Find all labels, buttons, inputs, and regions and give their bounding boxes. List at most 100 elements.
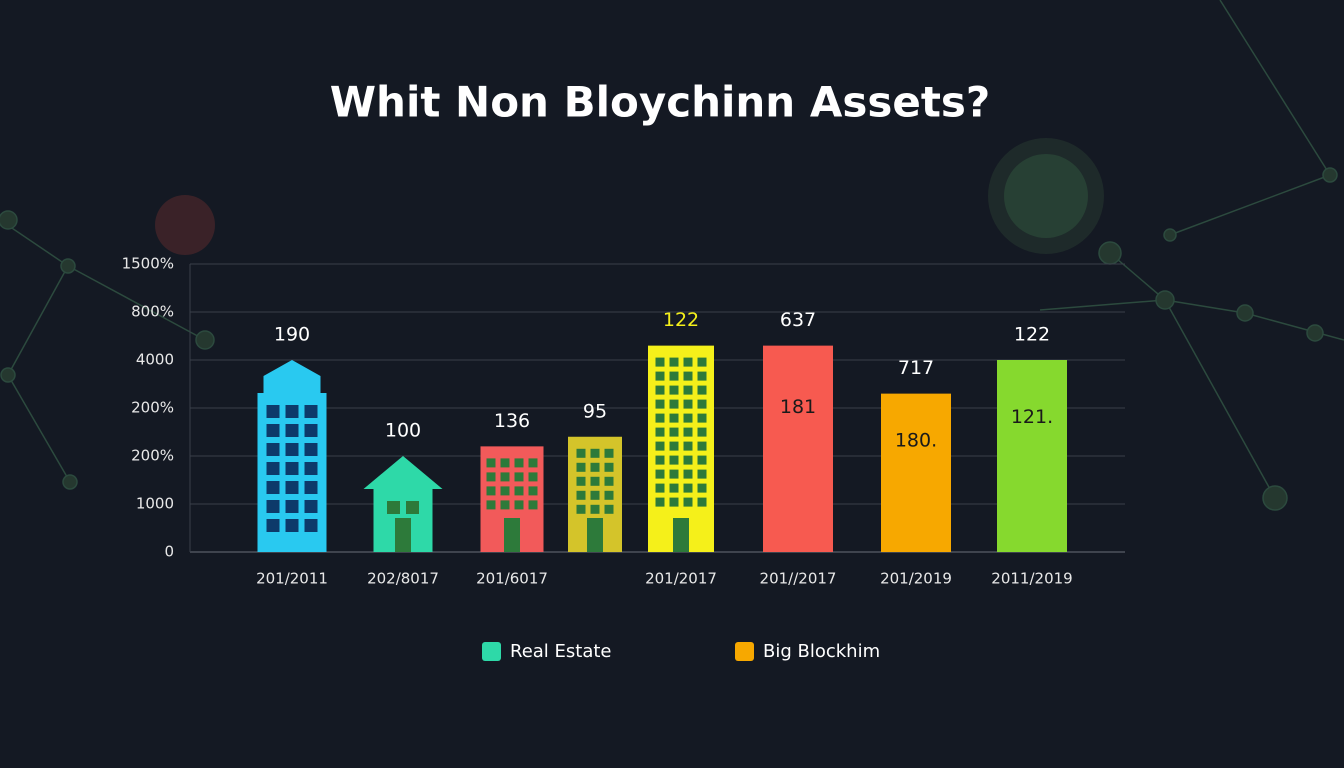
window	[500, 472, 510, 482]
y-tick-label: 800%	[131, 303, 174, 321]
window	[697, 385, 707, 395]
window	[683, 399, 693, 409]
window	[669, 455, 679, 465]
window	[576, 476, 586, 486]
window	[576, 448, 586, 458]
window	[590, 504, 600, 514]
y-tick-label: 200%	[131, 447, 174, 465]
y-tick-label: 1500%	[122, 255, 174, 273]
window	[500, 486, 510, 496]
y-tick-label: 1000	[136, 495, 174, 513]
window	[514, 458, 524, 468]
window	[683, 357, 693, 367]
network-decoration	[0, 0, 1344, 511]
door	[673, 518, 689, 552]
window	[683, 385, 693, 395]
value-label: 95	[583, 400, 607, 422]
window	[486, 458, 496, 468]
window	[669, 469, 679, 479]
window	[669, 413, 679, 423]
window	[590, 476, 600, 486]
window	[590, 462, 600, 472]
x-tick-label: 201/2019	[880, 570, 952, 588]
window	[304, 443, 318, 456]
window	[669, 371, 679, 381]
value-label: 190	[274, 324, 310, 346]
window	[697, 469, 707, 479]
window	[655, 441, 665, 451]
window	[266, 405, 280, 418]
window	[387, 501, 400, 514]
window	[576, 462, 586, 472]
window	[528, 458, 538, 468]
bar	[997, 360, 1067, 552]
window	[604, 448, 614, 458]
window	[514, 500, 524, 510]
window	[285, 519, 299, 532]
door	[504, 518, 520, 552]
window	[655, 357, 665, 367]
window	[697, 483, 707, 493]
window	[669, 427, 679, 437]
x-tick-label: 201/2017	[645, 570, 717, 588]
chart-title: Whit Non Bloychinn Assets?	[330, 78, 991, 127]
window	[576, 504, 586, 514]
window	[514, 472, 524, 482]
bar	[763, 345, 833, 552]
x-tick-label: 201/6017	[476, 570, 548, 588]
window	[285, 424, 299, 437]
window	[304, 519, 318, 532]
legend-swatch	[482, 642, 501, 661]
window	[669, 399, 679, 409]
window	[266, 443, 280, 456]
window	[266, 462, 280, 475]
window	[304, 462, 318, 475]
window	[683, 469, 693, 479]
x-tick-label: 201/2011	[256, 570, 328, 588]
y-tick-label: 0	[164, 543, 174, 561]
legend-swatch	[735, 642, 754, 661]
window	[528, 500, 538, 510]
value-label: 717	[898, 357, 934, 379]
window	[669, 497, 679, 507]
window	[576, 490, 586, 500]
window	[669, 357, 679, 367]
window	[304, 405, 318, 418]
window	[486, 500, 496, 510]
door	[587, 518, 603, 552]
window	[669, 385, 679, 395]
door	[395, 518, 411, 552]
window	[590, 490, 600, 500]
window	[697, 497, 707, 507]
window	[285, 462, 299, 475]
window	[655, 413, 665, 423]
window	[697, 441, 707, 451]
window	[406, 501, 419, 514]
window	[683, 427, 693, 437]
inner-label: 121.	[1011, 406, 1053, 428]
inner-label: 181	[780, 396, 816, 418]
window	[683, 497, 693, 507]
window	[683, 413, 693, 423]
y-tick-label: 200%	[131, 399, 174, 417]
window	[655, 385, 665, 395]
window	[590, 448, 600, 458]
window	[285, 443, 299, 456]
window	[697, 427, 707, 437]
legend-label: Real Estate	[510, 641, 612, 662]
window	[266, 424, 280, 437]
window	[266, 481, 280, 494]
window	[266, 500, 280, 513]
y-tick-label: 4000	[136, 351, 174, 369]
window	[683, 483, 693, 493]
window	[285, 405, 299, 418]
window	[655, 371, 665, 381]
window	[683, 371, 693, 381]
window	[604, 504, 614, 514]
window	[514, 486, 524, 496]
window	[486, 472, 496, 482]
window	[655, 483, 665, 493]
window	[655, 455, 665, 465]
window	[697, 357, 707, 367]
